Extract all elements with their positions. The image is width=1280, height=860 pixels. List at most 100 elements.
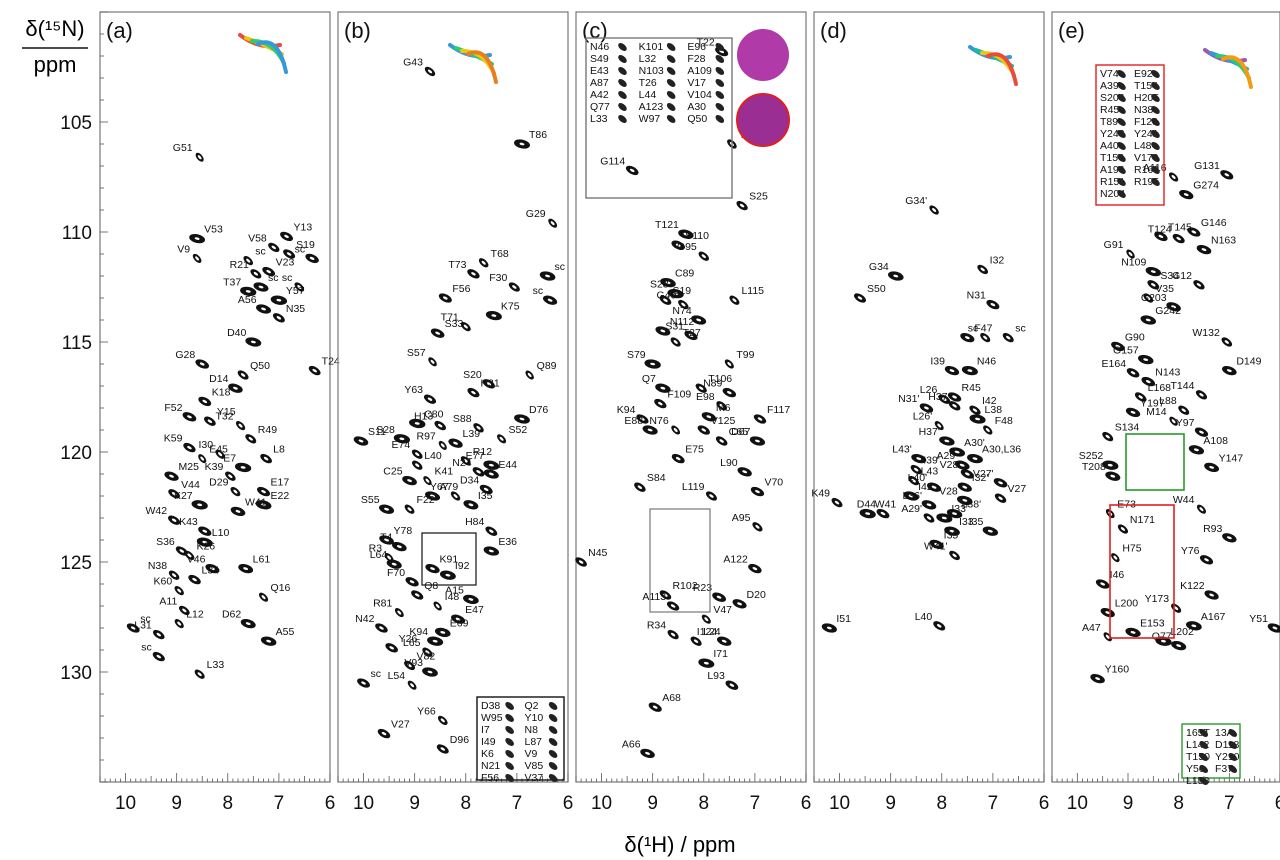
peak-contour-inner — [719, 50, 724, 54]
peak-label: T4 — [380, 532, 392, 544]
peak-label: M25 — [179, 461, 200, 473]
nmr-peak: A11 — [159, 595, 190, 616]
nmr-peak: S57 — [407, 347, 437, 367]
peak-contour-inner — [937, 624, 942, 628]
nmr-peak: Y160 — [1090, 664, 1129, 684]
peak-contour-inner — [1113, 555, 1118, 560]
peak-label: K26 — [196, 540, 215, 552]
nmr-peak: T27 — [670, 327, 701, 347]
nmr-peak: K49 — [811, 488, 843, 508]
peak-label: R45 — [962, 382, 981, 394]
x-tick-label: 10 — [115, 793, 136, 814]
nmr-peak: V23 — [262, 257, 295, 277]
peak-contour-inner — [297, 285, 302, 289]
x-tick-label: 6 — [1275, 793, 1280, 814]
nmr-peak: A15 — [445, 584, 479, 605]
nmr-peak: L168 — [1134, 382, 1171, 402]
peak-contour-inner — [952, 512, 957, 515]
nmr-peak: I32 — [977, 254, 1004, 275]
x-tick-label: 7 — [750, 793, 761, 814]
peak-contour-inner — [670, 604, 676, 608]
peak-contour-inner — [683, 232, 689, 236]
nmr-peak: T121 — [655, 219, 694, 239]
nmr-peak: sc — [253, 272, 279, 292]
nmr-peak: Y78 — [379, 525, 412, 545]
nmr-peak: T32 — [215, 411, 246, 431]
peak-contour-inner — [937, 423, 942, 428]
peak-label: N163 — [1211, 235, 1236, 247]
peak-label: S252 — [1079, 450, 1104, 462]
peak-contour-inner — [675, 457, 681, 461]
inset-peak-label: E43 — [590, 65, 609, 77]
inset-peak — [505, 702, 514, 710]
panel-frame — [337, 11, 569, 783]
peak-label: Y76 — [1181, 545, 1200, 557]
nmr-peak: Y197 — [1125, 397, 1165, 418]
peak-label: S79 — [627, 349, 646, 361]
peak-contour-inner — [235, 509, 241, 513]
peak-label: G203 — [1141, 292, 1167, 304]
peak-contour-inner — [959, 463, 965, 467]
nmr-peak: S28 — [650, 279, 684, 299]
nmr-peak: S11 — [353, 426, 386, 446]
peak-label: L61 — [253, 554, 271, 566]
peak-label: L65 — [403, 637, 421, 649]
peak-label: L31 — [134, 620, 152, 632]
nmr-peak: T73 — [448, 259, 480, 279]
peak-contour-inner — [361, 681, 366, 685]
nmr-peak: E47 — [451, 604, 484, 624]
inset-peak-label: I7 — [481, 724, 490, 736]
nmr-peak: A30,L36 — [967, 444, 1021, 464]
peak-label: V28' — [940, 459, 961, 471]
peak-contour-inner — [665, 281, 671, 284]
peak-label: A122 — [723, 554, 748, 566]
peak-contour-inner — [240, 466, 246, 469]
peak-label: I35' — [944, 529, 961, 541]
inset-peak — [505, 750, 514, 758]
nmr-peak: L12 — [174, 609, 204, 629]
nmr-peak: L39 — [448, 428, 480, 448]
peak-contour-inner — [1110, 474, 1116, 478]
peak-label: L34 — [202, 565, 220, 577]
peak-contour-inner — [202, 529, 208, 533]
peak-contour-inner — [826, 626, 832, 630]
peak-label: L38 — [985, 404, 1003, 416]
peak-label: K59 — [164, 433, 183, 445]
inset-peak — [1199, 741, 1209, 749]
nmr-peak: Y67 — [430, 481, 461, 501]
nmr-peak: W42 — [146, 505, 181, 525]
nmr-peak: I35' — [929, 529, 961, 550]
peak-contour-inner — [286, 252, 292, 256]
nmr-peak: V58 — [248, 232, 280, 253]
y-tick-label: 130 — [60, 663, 92, 684]
peak-label: S25 — [749, 191, 768, 203]
peak-contour-inner — [911, 478, 916, 483]
peak-label: E98 — [696, 391, 715, 403]
nmr-peak: S55 — [361, 494, 395, 514]
inset-peak — [1117, 178, 1126, 186]
peak-contour-inner — [934, 542, 940, 546]
peak-label: V35 — [1155, 283, 1174, 295]
peak-label: N31 — [967, 290, 986, 302]
peak-label: D20 — [747, 589, 766, 601]
inset-peak — [618, 67, 627, 75]
peak-contour-inner — [238, 423, 243, 428]
inset-peak — [548, 762, 558, 770]
peak-contour-inner — [187, 553, 192, 558]
peak-label: E153 — [1140, 617, 1165, 629]
x-tick-label: 8 — [936, 793, 947, 814]
peak-label: S19 — [296, 239, 315, 251]
panel-frame — [813, 11, 1045, 783]
inset-peak-label: Q77 — [590, 101, 610, 113]
inset-peak — [618, 115, 627, 123]
peak-label: T68 — [491, 248, 509, 260]
peak-label: I39' — [923, 455, 940, 467]
x-tick-label: 6 — [1039, 793, 1050, 814]
inset-box — [585, 37, 733, 199]
peak-label: D40 — [227, 327, 246, 339]
peak-label: T144 — [1171, 380, 1195, 392]
inset-peak — [1228, 729, 1238, 737]
peak-label: S34 — [1160, 270, 1179, 282]
peak-label: E75 — [685, 444, 704, 456]
nmr-peak: V44 — [168, 479, 200, 499]
